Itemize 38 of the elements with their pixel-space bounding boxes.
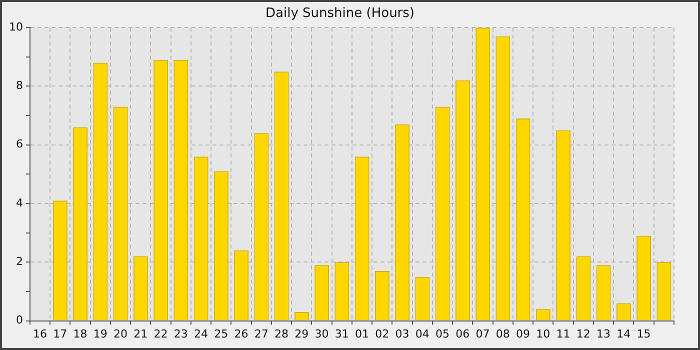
y-tick-label: 0	[16, 314, 23, 327]
x-tick-label: 22	[154, 327, 168, 340]
y-tick-label: 4	[16, 196, 23, 210]
x-tick-label: 12	[576, 327, 590, 340]
y-tick-label: 2	[16, 255, 23, 268]
x-tick-label: 08	[496, 327, 510, 340]
x-tick-label: 21	[134, 327, 148, 340]
x-tick-label: 27	[254, 327, 268, 340]
y-tick-label: 10	[8, 20, 23, 34]
x-tick-label: 25	[214, 327, 228, 340]
x-tick-label: 17	[53, 327, 68, 340]
x-tick-label: 26	[234, 327, 248, 340]
x-tick-label: 03	[395, 327, 410, 340]
x-tick-label: 07	[476, 327, 490, 340]
x-tick-label: 19	[93, 327, 108, 340]
x-tick-label: 09	[516, 327, 530, 340]
x-tick-label: 20	[114, 327, 128, 340]
x-tick-label: 23	[174, 327, 188, 340]
x-tick-label: 31	[334, 327, 349, 340]
x-tick-label: 30	[314, 327, 329, 340]
y-tick-label: 6	[16, 138, 23, 151]
x-tick-label: 05	[436, 327, 450, 340]
x-tick-label: 28	[274, 327, 289, 340]
x-tick-label: 14	[616, 327, 631, 340]
x-tick-label: 18	[73, 327, 88, 340]
chart-title: Daily Sunshine (Hours)	[266, 6, 414, 22]
x-tick-label: 10	[536, 327, 550, 340]
y-tick-label: 8	[16, 79, 23, 92]
x-tick-label: 29	[294, 327, 309, 340]
x-tick-label: 15	[636, 327, 651, 340]
x-tick-label: 01	[355, 327, 370, 340]
x-tick-label: 06	[456, 327, 470, 340]
x-tick-label: 04	[415, 327, 430, 340]
x-tick-label: 11	[556, 327, 570, 340]
x-tick-label: 16	[33, 327, 48, 340]
x-tick-label: 24	[194, 327, 208, 340]
x-tick-label: 13	[596, 327, 611, 340]
x-tick-label: 02	[375, 327, 390, 340]
